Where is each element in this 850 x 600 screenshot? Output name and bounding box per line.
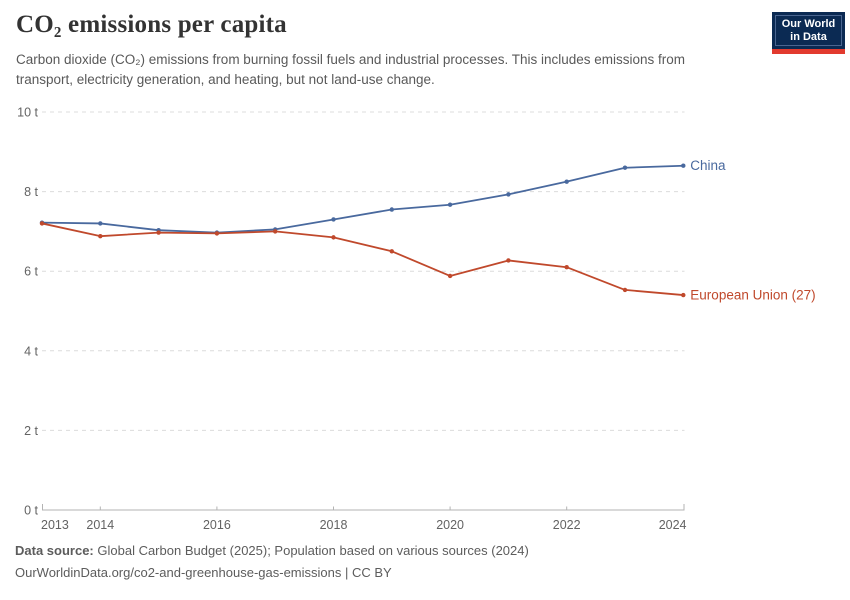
data-point-european-union-27-2019[interactable] bbox=[389, 249, 394, 254]
data-point-china-2023[interactable] bbox=[622, 165, 628, 170]
x-axis-tick-label: 2020 bbox=[436, 518, 464, 532]
data-point-china-2018[interactable] bbox=[331, 217, 336, 222]
data-source-text: Global Carbon Budget (2025); Population … bbox=[97, 543, 529, 558]
x-axis-tick-label: 2016 bbox=[203, 518, 231, 532]
data-point-european-union-27-2017[interactable] bbox=[273, 229, 278, 234]
series-line-china[interactable] bbox=[41, 164, 685, 234]
data-source-label: Data source: bbox=[15, 543, 94, 558]
y-axis-tick-label: 4 t bbox=[24, 344, 38, 358]
x-axis-tick-label: 2022 bbox=[553, 518, 581, 532]
x-axis-tick-label: 2018 bbox=[320, 518, 348, 532]
series-line-european-union-27[interactable] bbox=[41, 222, 685, 296]
data-point-european-union-27-2024[interactable] bbox=[681, 292, 686, 298]
y-axis-tick-label: 8 t bbox=[24, 185, 38, 199]
data-point-china-2019[interactable] bbox=[389, 207, 394, 212]
y-axis-tick-label: 0 t bbox=[24, 504, 38, 518]
chart-footer: Data source: Global Carbon Budget (2025)… bbox=[15, 540, 529, 584]
chart-subtitle: Carbon dioxide (CO₂) emissions from burn… bbox=[16, 52, 686, 87]
data-point-european-union-27-2016[interactable] bbox=[214, 231, 220, 236]
owid-logo-frame: Our World in Data bbox=[775, 15, 842, 46]
data-point-european-union-27-2020[interactable] bbox=[447, 273, 453, 279]
owid-logo[interactable]: Our World in Data bbox=[772, 12, 845, 54]
data-source-line: Data source: Global Carbon Budget (2025)… bbox=[15, 540, 529, 562]
data-point-china-2020[interactable] bbox=[447, 202, 453, 207]
data-point-china-2014[interactable] bbox=[98, 221, 103, 226]
data-point-european-union-27-2022[interactable] bbox=[564, 265, 569, 270]
series-label-china[interactable]: China bbox=[690, 158, 726, 173]
data-point-european-union-27-2013[interactable] bbox=[39, 221, 45, 226]
page-title: CO₂ emissions per capita bbox=[16, 11, 287, 38]
y-axis-tick-label: 10 t bbox=[17, 106, 38, 120]
x-axis-tick-label: 2024 bbox=[659, 518, 687, 532]
data-point-european-union-27-2021[interactable] bbox=[506, 258, 511, 263]
data-point-european-union-27-2015[interactable] bbox=[156, 230, 161, 235]
owid-logo-text-line1: Our World bbox=[781, 17, 836, 30]
data-point-china-2024[interactable] bbox=[681, 163, 686, 168]
data-point-china-2022[interactable] bbox=[564, 179, 569, 184]
data-point-china-2021[interactable] bbox=[506, 192, 511, 197]
attribution-line[interactable]: OurWorldinData.org/co2-and-greenhouse-ga… bbox=[15, 565, 392, 580]
series-label-european-union-27[interactable]: European Union (27) bbox=[690, 288, 815, 303]
data-point-european-union-27-2018[interactable] bbox=[331, 235, 336, 240]
x-axis-tick-label: 2014 bbox=[86, 518, 114, 532]
data-point-european-union-27-2023[interactable] bbox=[622, 287, 628, 293]
y-axis-tick-label: 2 t bbox=[24, 424, 38, 438]
data-point-european-union-27-2014[interactable] bbox=[98, 233, 103, 239]
y-axis-tick-label: 6 t bbox=[24, 265, 38, 279]
x-axis-tick-label: 2013 bbox=[41, 518, 69, 532]
owid-logo-text-line2: in Data bbox=[790, 30, 827, 43]
